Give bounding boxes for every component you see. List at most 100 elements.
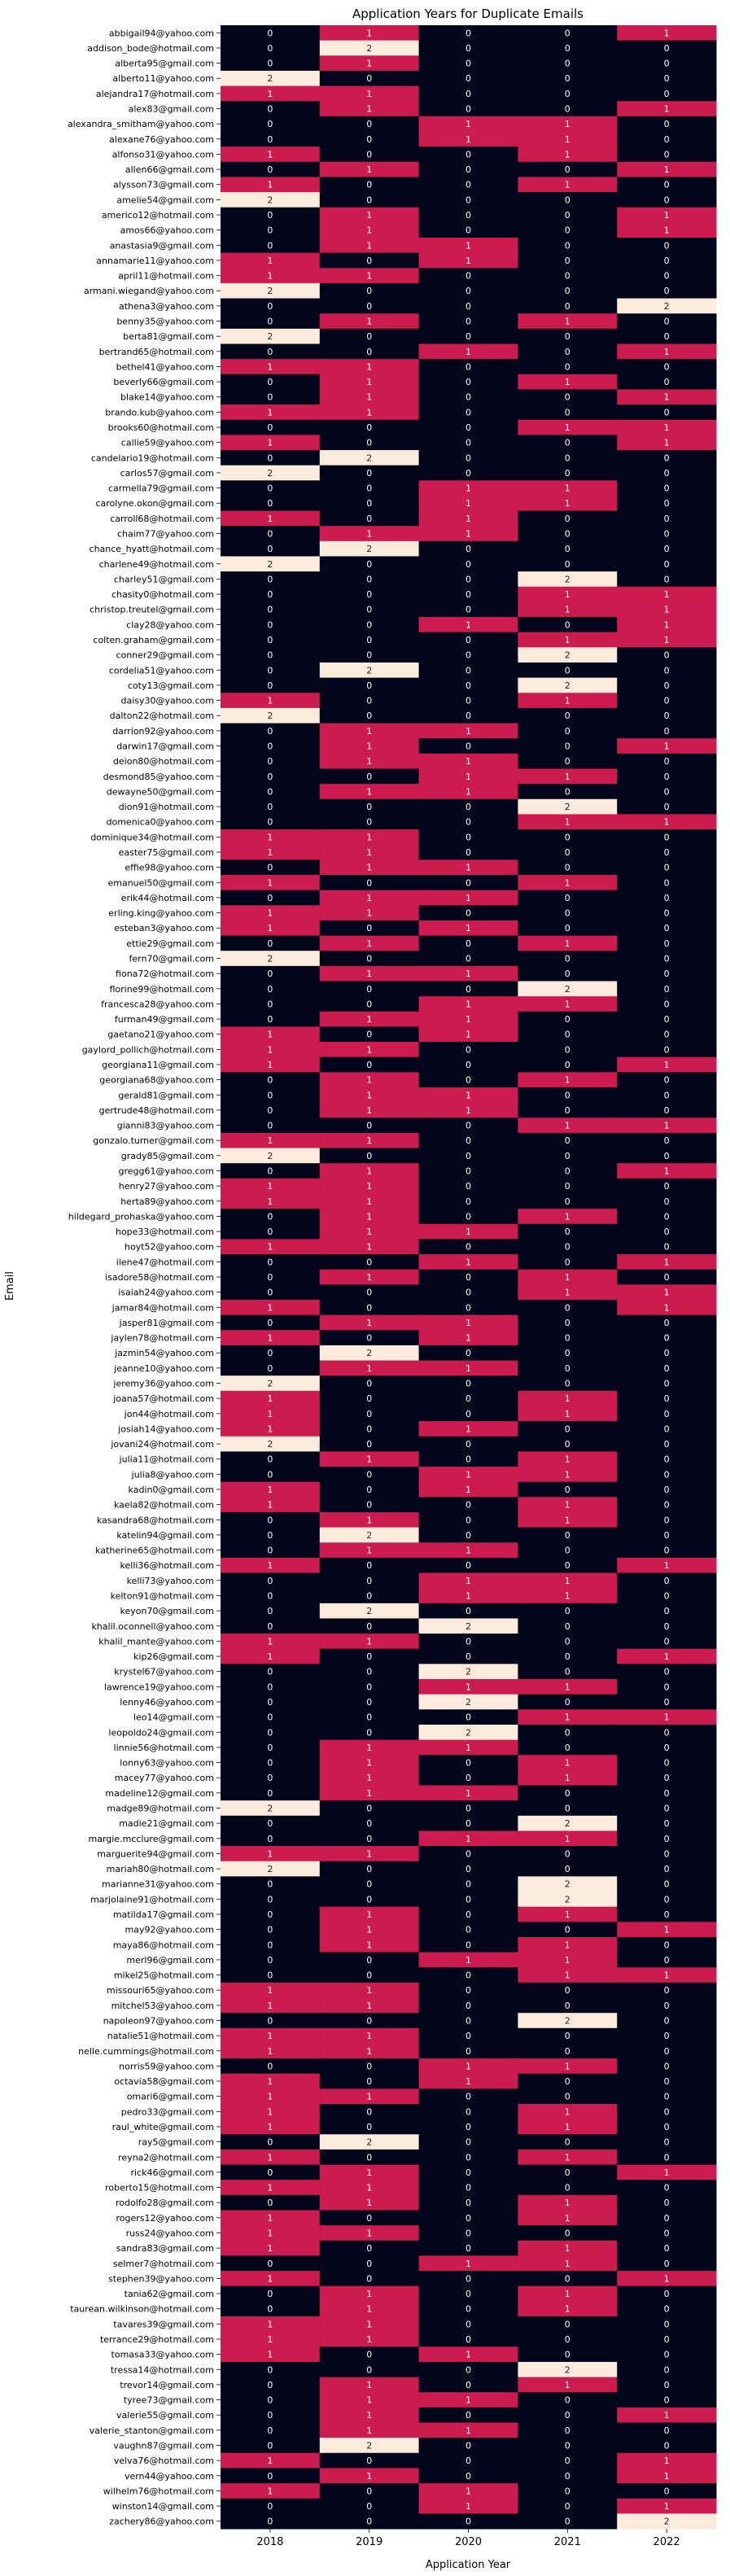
cell-value-label: 0 (664, 1848, 670, 1859)
cell-value-label: 1 (366, 2304, 372, 2315)
heatmap-cell (617, 1148, 717, 1164)
heatmap-cell (221, 1679, 321, 1695)
cell-value-label: 0 (267, 104, 273, 115)
cell-value-label: 0 (466, 877, 471, 888)
cell-value-label: 0 (466, 2001, 471, 2011)
cell-value-label: 0 (664, 89, 670, 99)
cell-value-label: 1 (267, 2152, 273, 2163)
cell-value-label: 0 (366, 954, 372, 964)
cell-value-label: 0 (664, 2228, 670, 2238)
y-tick-label: gertrude48@hotmail.com (99, 1105, 214, 1116)
y-tick-label: lenny46@yahoo.com (120, 1697, 214, 1708)
cell-value-label: 1 (664, 422, 670, 433)
cell-value-label: 1 (366, 2334, 372, 2345)
cell-value-label: 1 (366, 2183, 372, 2193)
heatmap-cell (221, 1042, 321, 1058)
cell-value-label: 0 (366, 589, 372, 600)
y-tick-label: jaylen78@hotmail.com (110, 1333, 214, 1344)
cell-value-label: 1 (466, 256, 471, 266)
heatmap-cell (221, 798, 321, 815)
heatmap-cell (418, 1967, 518, 1983)
heatmap-cells: 0 1 0 0 1 0 2 0 0 0 0 1 0 0 0 2 0 0 0 0 1 1 0 0 0 0 1 0 0 1 0 0 1 1 0 0 0 1 1 0… (221, 25, 717, 2530)
cell-value-label: 1 (466, 1014, 471, 1025)
heatmap-cell (418, 1572, 518, 1589)
cell-value-label: 0 (466, 1135, 471, 1146)
cell-value-label: 0 (664, 1044, 670, 1055)
cell-value-label: 0 (664, 2092, 670, 2102)
heatmap-cell (617, 2104, 717, 2120)
y-tick-label: marguerite94@gmail.com (97, 1848, 214, 1859)
y-tick-label: isaiah24@yahoo.com (118, 1288, 214, 1298)
heatmap-cell (518, 540, 618, 557)
cell-value-label: 2 (466, 1697, 471, 1708)
cell-value-label: 0 (366, 73, 372, 84)
heatmap-cell (319, 55, 420, 72)
heatmap-cell (221, 1892, 321, 1908)
heatmap-cell (617, 920, 717, 937)
cell-value-label: 0 (267, 2471, 273, 2482)
heatmap-cell (221, 2073, 321, 2089)
cell-value-label: 0 (664, 2334, 670, 2345)
cell-value-label: 0 (366, 1439, 372, 1450)
cell-value-label: 0 (366, 498, 372, 509)
heatmap-cell (221, 2498, 321, 2514)
y-tick-label: vaughn87@gmail.com (113, 2440, 214, 2451)
heatmap-cell (518, 601, 618, 618)
cell-value-label: 1 (565, 1576, 570, 1586)
cell-value-label: 1 (267, 2334, 273, 2345)
heatmap-cell (418, 465, 518, 481)
y-tick-label: dominique34@hotmail.com (90, 832, 214, 842)
heatmap-cell (418, 965, 518, 982)
heatmap-cell (319, 1299, 420, 1316)
cell-value-label: 0 (466, 1393, 471, 1404)
heatmap-cell (221, 890, 321, 906)
heatmap-cell (518, 389, 618, 405)
cell-value-label: 1 (267, 2228, 273, 2238)
heatmap-cell (319, 1922, 420, 1938)
cell-value-label: 1 (366, 969, 372, 979)
cell-value-label: 0 (664, 1409, 670, 1419)
cell-value-label: 1 (366, 1242, 372, 1253)
heatmap-cell (418, 237, 518, 254)
y-tick-label: tania62@gmail.com (125, 2289, 214, 2299)
heatmap-cell (518, 1664, 618, 1680)
heatmap-cell (418, 2377, 518, 2393)
cell-value-label: 0 (565, 1697, 570, 1708)
cell-value-label: 1 (466, 619, 471, 630)
cell-value-label: 0 (565, 2456, 570, 2466)
heatmap-cell (319, 1830, 420, 1847)
cell-value-label: 2 (565, 680, 570, 691)
cell-value-label: 0 (366, 1151, 372, 1161)
cell-value-label: 0 (664, 1318, 670, 1328)
heatmap-cell (221, 2438, 321, 2454)
cell-value-label: 0 (267, 1272, 273, 1283)
cell-value-label: 0 (466, 1636, 471, 1647)
cell-value-label: 2 (366, 2440, 372, 2451)
heatmap-cell (418, 40, 518, 56)
cell-value-label: 0 (466, 225, 471, 236)
heatmap-cell (319, 161, 420, 177)
cell-value-label: 0 (366, 1424, 372, 1434)
heatmap-cell (617, 586, 717, 602)
heatmap-cell (617, 2134, 717, 2150)
heatmap-cell (518, 2422, 618, 2438)
heatmap-cell (319, 374, 420, 390)
cell-value-label: 1 (267, 1181, 273, 1192)
heatmap-cell (319, 1239, 420, 1255)
cell-value-label: 0 (366, 1803, 372, 1813)
heatmap-cell (319, 844, 420, 860)
heatmap-cell (617, 738, 717, 754)
heatmap-cell (221, 707, 321, 724)
heatmap-cell (221, 1360, 321, 1376)
cell-value-label: 1 (366, 1985, 372, 1996)
cell-value-label: 0 (664, 2304, 670, 2315)
heatmap-cell (418, 829, 518, 846)
heatmap-cell (518, 1178, 618, 1194)
cell-value-label: 0 (267, 2137, 273, 2148)
cell-value-label: 0 (466, 28, 471, 38)
heatmap-cell (319, 510, 420, 527)
heatmap-cell (617, 2316, 717, 2333)
heatmap-cell (418, 814, 518, 830)
cell-value-label: 0 (565, 1651, 570, 1662)
